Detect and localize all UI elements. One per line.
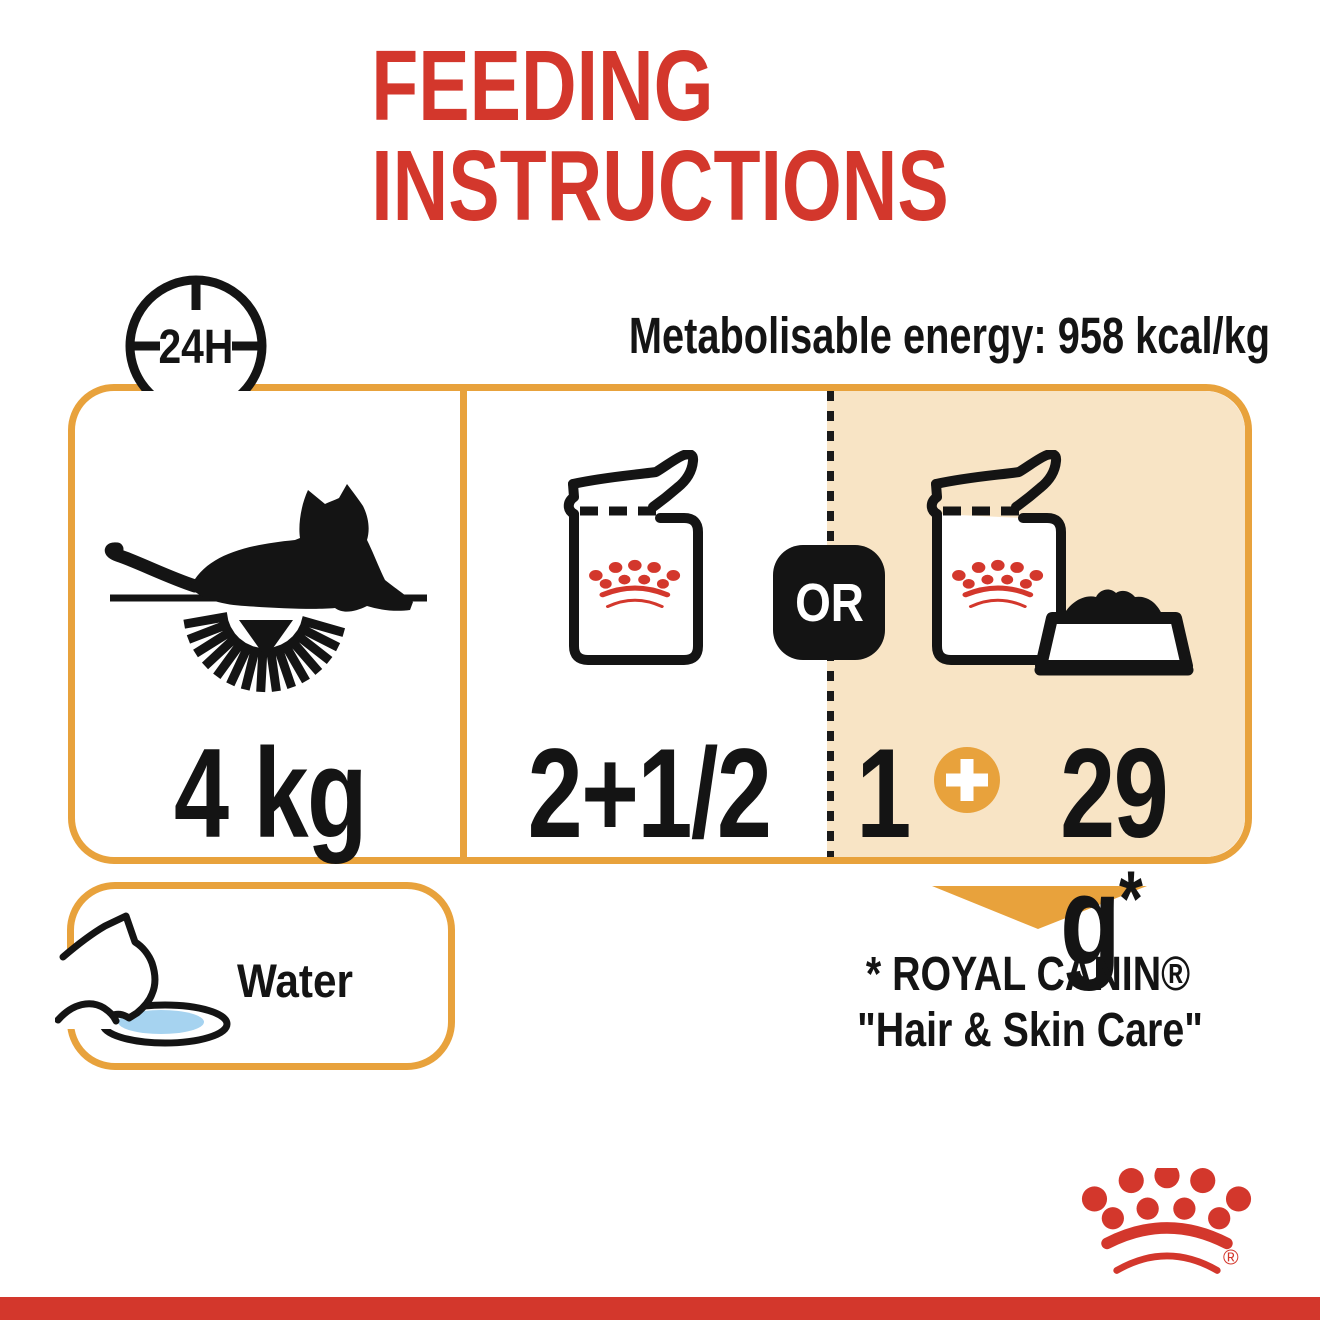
clock-24h-icon: 24H: [116, 266, 276, 426]
registered-mark: ®: [1223, 1246, 1239, 1270]
clock-label: 24H: [158, 321, 233, 374]
footnote-brand: * ROYAL CANIN®: [865, 948, 1191, 1001]
wet-only-pouch-count: 2+1/2: [527, 722, 772, 864]
or-badge: OR: [773, 545, 885, 660]
page-title: FEEDING INSTRUCTIONS: [371, 30, 949, 242]
royal-canin-crown-logo: ®: [1078, 1168, 1255, 1284]
solid-divider: [460, 391, 467, 857]
dry-food-bowl-icon: [1034, 589, 1194, 676]
bottom-brand-bar: [0, 1297, 1320, 1320]
or-label: OR: [794, 572, 864, 633]
cat-drinking-water-icon: [55, 912, 231, 1047]
wet-pouch-icon: [563, 450, 703, 665]
water-label: Water: [237, 954, 353, 1007]
cat-on-scale-icon: [104, 484, 427, 693]
metabolisable-energy-note: Metabolisable energy: 958 kcal/kg: [628, 307, 1270, 364]
cat-weight-value: 4 kg: [174, 722, 368, 864]
grams-asterisk: *: [1119, 855, 1143, 943]
footnote-product: "Hair & Skin Care": [857, 1004, 1203, 1057]
grams-value: 29 g: [1060, 722, 1169, 991]
plus-icon: [934, 747, 1000, 813]
mixed-pouch-count: 1: [856, 722, 911, 864]
mixed-dry-grams: 29 g*: [1060, 730, 1206, 984]
crown-logo-small: [589, 560, 680, 607]
down-arrow-icon: [932, 886, 1147, 929]
